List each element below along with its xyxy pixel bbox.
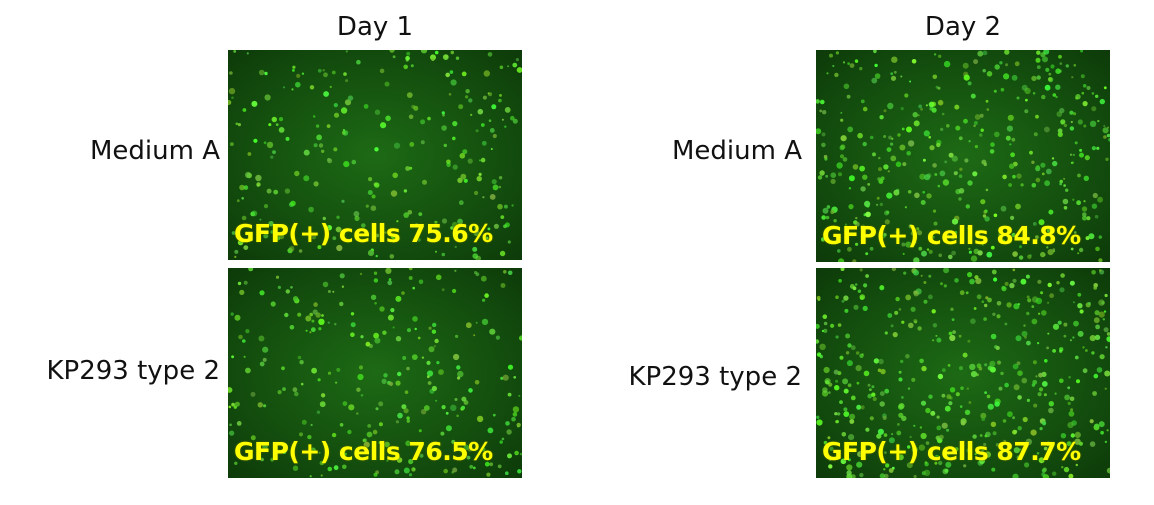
row-label-day1-kp293: KP293 type 2: [46, 356, 220, 386]
cell-texture: [816, 268, 1110, 478]
gfp-caption: GFP(+) cells 76.5%: [234, 437, 493, 466]
row-label-day1-medium-a: Medium A: [89, 136, 220, 166]
row-label-day2-medium-a: Medium A: [671, 136, 802, 166]
gfp-caption: GFP(+) cells 75.6%: [234, 219, 493, 248]
fluorescence-image-day2-kp293: GFP(+) cells 87.7%: [816, 268, 1110, 478]
column-title-day1: Day 1: [336, 12, 414, 42]
gfp-caption: GFP(+) cells 87.7%: [822, 437, 1081, 466]
column-title-day2: Day 2: [924, 12, 1002, 42]
cell-texture: [228, 50, 522, 260]
cell-texture: [228, 268, 522, 478]
fluorescence-image-day1-kp293: GFP(+) cells 76.5%: [228, 268, 522, 478]
row-label-day2-kp293: KP293 type 2: [628, 362, 802, 392]
gfp-caption: GFP(+) cells 84.8%: [822, 221, 1081, 250]
cell-texture: [816, 50, 1110, 262]
fluorescence-image-day2-medium-a: GFP(+) cells 84.8%: [816, 50, 1110, 262]
fluorescence-image-day1-medium-a: GFP(+) cells 75.6%: [228, 50, 522, 260]
